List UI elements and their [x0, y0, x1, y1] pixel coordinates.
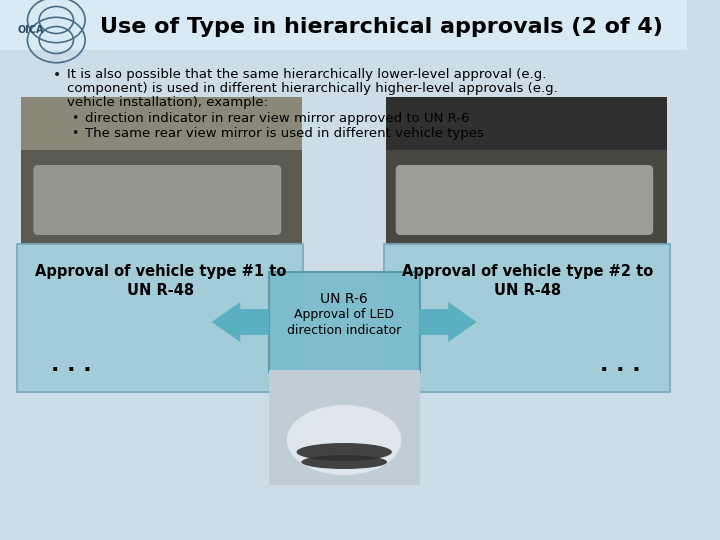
Text: •: •: [53, 68, 60, 82]
Bar: [0, 0, 687, 50]
Text: direction indicator in rear view mirror approved to UN R-6: direction indicator in rear view mirror …: [85, 112, 469, 125]
Ellipse shape: [302, 455, 387, 469]
Bar: [21, 97, 302, 245]
Text: . . .: . . .: [600, 355, 640, 375]
Bar: [21, 97, 302, 150]
Text: •: •: [71, 112, 79, 125]
Text: OICA: OICA: [17, 25, 44, 35]
Ellipse shape: [287, 405, 402, 475]
Text: . . .: . . .: [51, 355, 92, 375]
FancyBboxPatch shape: [269, 272, 420, 372]
FancyBboxPatch shape: [33, 165, 282, 235]
Text: UN R-6: UN R-6: [320, 292, 368, 306]
Ellipse shape: [297, 443, 392, 461]
FancyArrow shape: [420, 302, 477, 342]
Bar: [386, 97, 667, 150]
Text: Approval of LED
direction indicator: Approval of LED direction indicator: [287, 308, 401, 338]
FancyBboxPatch shape: [17, 244, 303, 392]
Text: Approval of vehicle type #2 to
UN R-48: Approval of vehicle type #2 to UN R-48: [402, 264, 653, 298]
Text: It is also possible that the same hierarchically lower-level approval (e.g.: It is also possible that the same hierar…: [67, 68, 546, 81]
Text: The same rear view mirror is used in different vehicle types: The same rear view mirror is used in dif…: [85, 127, 484, 140]
Bar: [269, 370, 420, 485]
Text: vehicle installation), example:: vehicle installation), example:: [67, 96, 268, 109]
FancyBboxPatch shape: [396, 165, 653, 235]
Text: Approval of vehicle type #1 to
UN R-48: Approval of vehicle type #1 to UN R-48: [35, 264, 286, 298]
Text: Use of Type in hierarchical approvals (2 of 4): Use of Type in hierarchical approvals (2…: [100, 17, 663, 37]
Bar: [386, 97, 667, 245]
Text: component) is used in different hierarchically higher-level approvals (e.g.: component) is used in different hierarch…: [67, 82, 557, 95]
FancyArrow shape: [212, 302, 269, 342]
FancyBboxPatch shape: [384, 244, 670, 392]
Text: •: •: [71, 127, 79, 140]
